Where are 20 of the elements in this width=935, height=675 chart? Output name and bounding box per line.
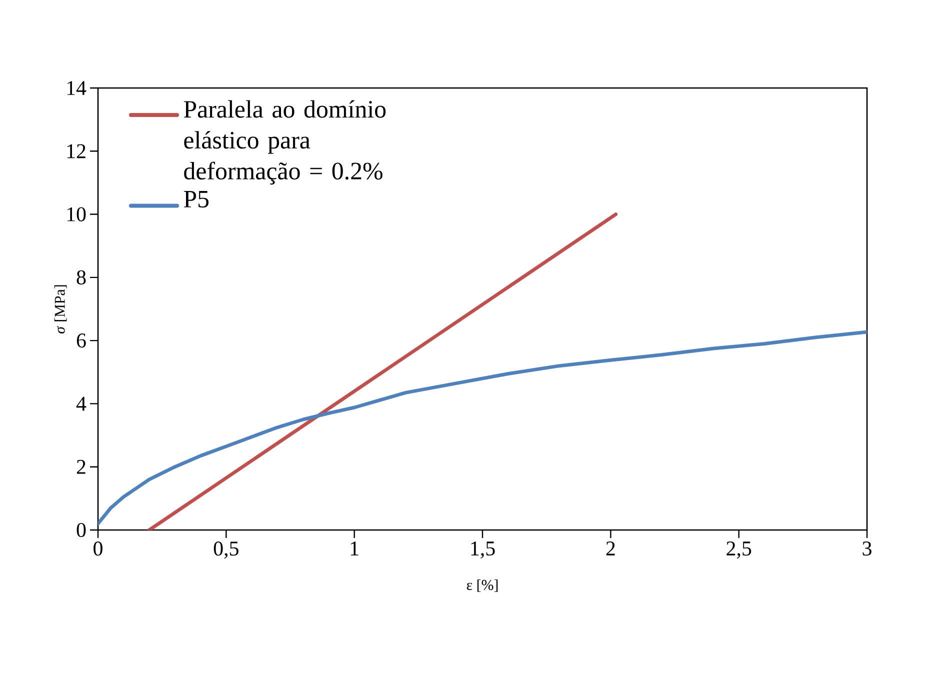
x-tick-label: 1 <box>350 542 358 556</box>
x-tick-label: 0 <box>94 542 102 556</box>
y-tick-label: 8 <box>76 270 86 284</box>
y-tick-label: 4 <box>76 396 86 411</box>
y-tick-label: 6 <box>76 334 86 348</box>
y-tick-label: 2 <box>76 460 86 474</box>
y-axis-title: σ [MPa] <box>54 285 67 334</box>
legend-label: P5 <box>184 190 209 208</box>
line-series <box>98 330 868 526</box>
x-tick-label: 2,5 <box>726 542 752 559</box>
y-tick-label: 0 <box>76 522 86 538</box>
x-tick-label: 0,5 <box>214 542 238 559</box>
x-tick-label: 2 <box>606 542 615 556</box>
x-tick-label: 1,5 <box>471 542 495 559</box>
y-tick-label: 12 <box>67 144 86 158</box>
y-tick-label: 14 <box>67 81 86 95</box>
y-tick-label: 10 <box>67 207 86 222</box>
legend-label: Paralela ao domínio elástico para deformação = 0.2% <box>184 100 386 185</box>
x-tick-label: 3 <box>862 542 872 556</box>
x-axis-title: ε [%] <box>466 580 498 592</box>
